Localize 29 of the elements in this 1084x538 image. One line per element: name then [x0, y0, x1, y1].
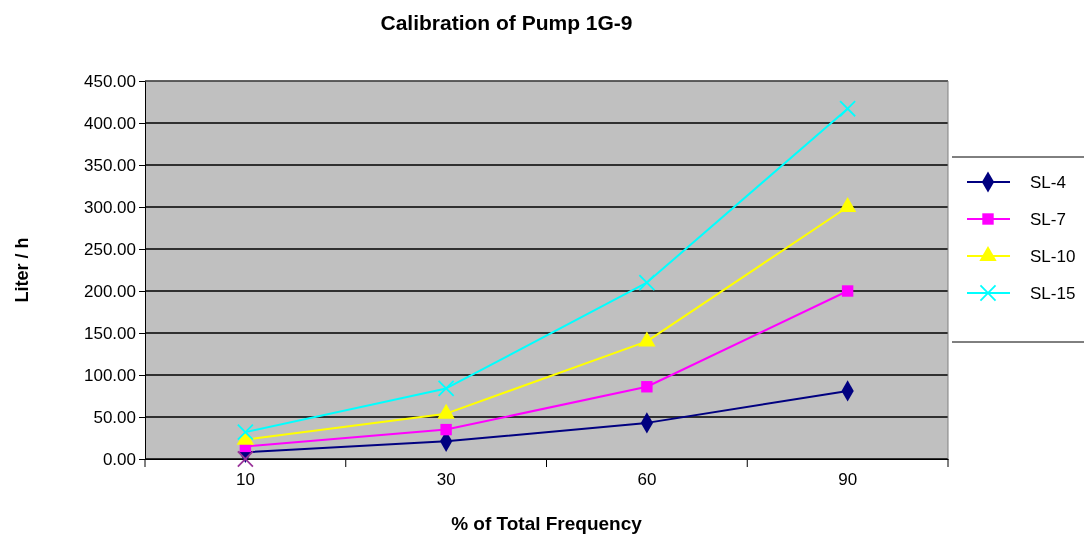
- point: [638, 274, 656, 292]
- point: [841, 285, 854, 297]
- y-tick-label: 300.00: [84, 197, 136, 217]
- point: [236, 423, 254, 441]
- x-tick-label: 10: [235, 470, 255, 490]
- x-axis-title: % of Total Frequency: [451, 513, 643, 534]
- x-tick-label: 90: [838, 470, 858, 490]
- point: [641, 381, 653, 393]
- y-tick-label: 200.00: [84, 281, 136, 301]
- point: [839, 100, 857, 118]
- legend-label: SL-7: [1030, 210, 1066, 229]
- y-tick-label: 150.00: [84, 323, 136, 343]
- y-tick-label: 400.00: [84, 113, 136, 133]
- point: [440, 423, 452, 436]
- y-tick-label: 350.00: [84, 155, 136, 175]
- point: [437, 380, 455, 397]
- y-tick-label: 100.00: [84, 365, 136, 385]
- chart-title: Calibration of Pump 1G-9: [380, 11, 633, 34]
- legend-label: SL-10: [1030, 247, 1076, 266]
- point: [236, 450, 254, 468]
- y-axis-title: Liter / h: [12, 237, 32, 303]
- y-tick-label: 50.00: [93, 407, 136, 427]
- y-tick-label: 250.00: [84, 239, 136, 259]
- legend-label: SL-15: [1030, 284, 1076, 303]
- legend-label: SL-4: [1030, 173, 1066, 192]
- y-tick-label: 450.00: [84, 71, 136, 91]
- x-tick-label: 30: [436, 470, 456, 490]
- x-tick-label: 60: [637, 470, 657, 490]
- y-tick-label: 0.00: [102, 449, 136, 469]
